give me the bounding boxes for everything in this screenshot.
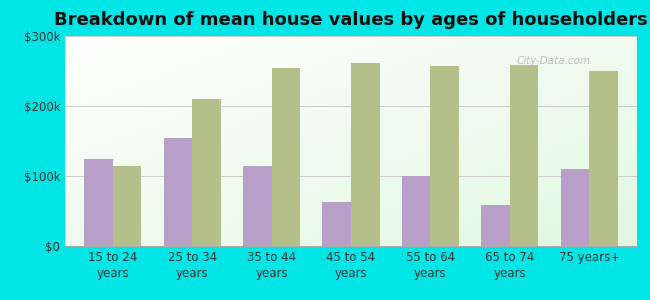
Bar <box>510 65 538 246</box>
Bar <box>322 202 351 246</box>
Bar <box>561 169 590 246</box>
Bar <box>481 206 510 246</box>
Title: Breakdown of mean house values by ages of householders: Breakdown of mean house values by ages o… <box>54 11 648 29</box>
Bar <box>430 66 459 246</box>
Bar <box>402 176 430 246</box>
Bar <box>590 71 618 246</box>
Bar <box>243 166 272 246</box>
Bar <box>351 63 380 246</box>
Bar <box>272 68 300 246</box>
Bar <box>164 137 192 246</box>
Bar <box>84 158 112 246</box>
Text: City-Data.com: City-Data.com <box>517 56 591 66</box>
Bar <box>192 99 221 246</box>
Bar <box>112 166 141 246</box>
